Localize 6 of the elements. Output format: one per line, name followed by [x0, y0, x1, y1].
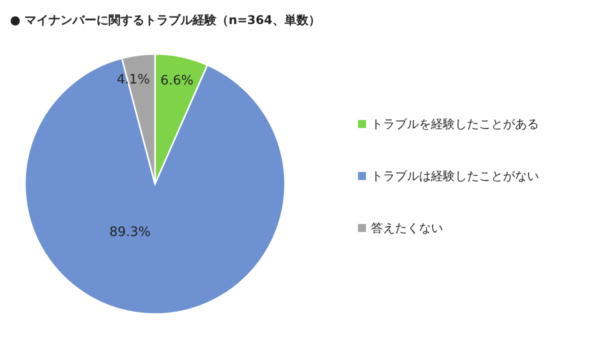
legend-label: 答えたくない	[371, 221, 443, 235]
data-label: 6.6%	[160, 74, 194, 89]
chart-title: ● マイナンバーに関するトラブル経験（n=364、単数）	[10, 13, 320, 27]
legend-label: トラブルは経験したことがない	[371, 169, 539, 183]
data-label: 89.3%	[109, 225, 151, 240]
legend-label: トラブルを経験したことがある	[371, 117, 539, 131]
